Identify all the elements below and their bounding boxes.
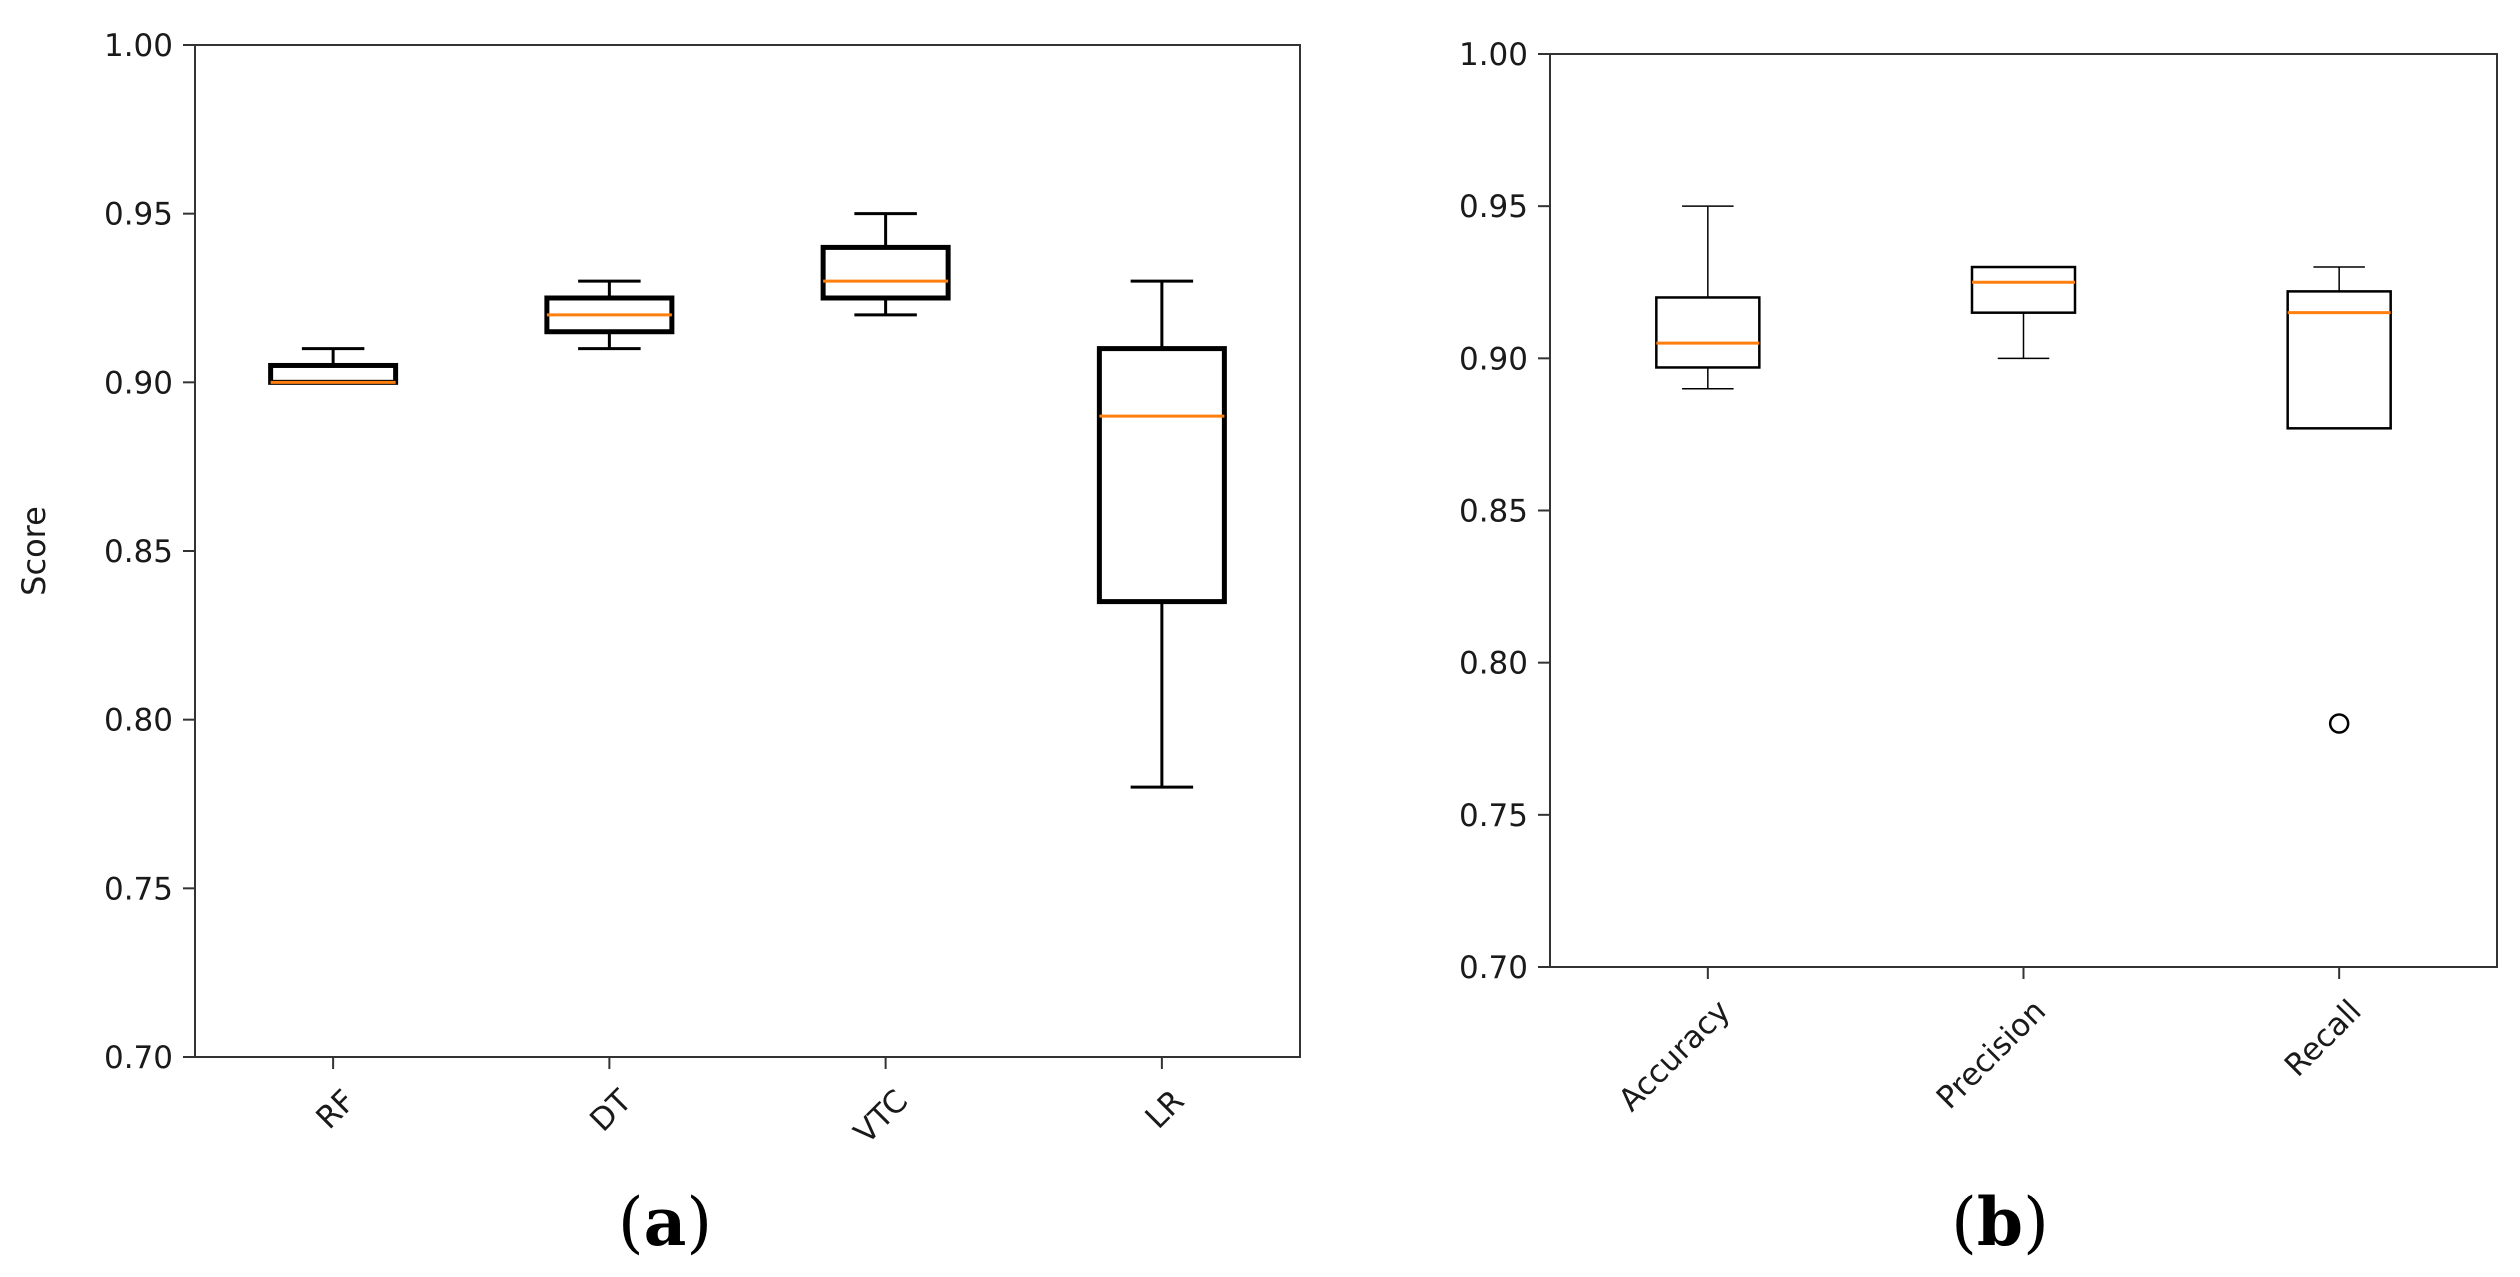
box-lr bbox=[1096, 346, 1227, 605]
plot-frame-a bbox=[194, 44, 1301, 1058]
y-tick-label-a: 0.70 bbox=[104, 1040, 173, 1076]
box-precision bbox=[1970, 265, 2077, 314]
y-tick-label-b: 0.90 bbox=[1459, 341, 1528, 377]
y-tick-label-b: 0.85 bbox=[1459, 494, 1528, 530]
panel-caption-letter-b: b bbox=[1977, 1183, 2023, 1261]
box-vtc bbox=[820, 244, 951, 301]
y-tick-label-a: 0.90 bbox=[104, 365, 173, 401]
box-recall bbox=[2286, 290, 2392, 430]
panel-a-chart: 0.70 0.75 0.80 0.85 0.90 0.95 1.00 Score RF DT VTC… bbox=[15, 28, 1301, 1261]
x-tick-label-precision: Precision bbox=[1930, 993, 2053, 1116]
box-accuracy bbox=[1655, 296, 1761, 369]
outlier-recall bbox=[2328, 713, 2350, 734]
plot-frame-b bbox=[1549, 53, 2498, 968]
y-tick-label-b: 0.70 bbox=[1459, 950, 1528, 986]
y-tick-label-a: 0.85 bbox=[104, 534, 173, 570]
x-tick-label-accuracy: Accuracy bbox=[1612, 993, 1738, 1119]
panel-b-chart: 0.70 0.75 0.80 0.85 0.90 0.95 1.00 Accuracy Prec… bbox=[1459, 37, 2498, 1261]
y-tick-label-a: 1.00 bbox=[104, 28, 173, 64]
y-tick-label-b: 1.00 bbox=[1459, 37, 1528, 73]
y-tick-label-a: 0.75 bbox=[104, 871, 173, 907]
y-tick-label-b: 0.80 bbox=[1459, 646, 1528, 682]
panel-caption-b: (b) bbox=[1951, 1183, 2049, 1261]
y-axis-label-a: Score bbox=[15, 506, 53, 596]
x-tick-label-recall: Recall bbox=[2278, 993, 2369, 1084]
y-tick-label-b: 0.95 bbox=[1459, 189, 1528, 225]
box-rf bbox=[268, 362, 399, 385]
x-tick-label-dt: DT bbox=[583, 1082, 639, 1138]
y-tick-label-b: 0.75 bbox=[1459, 798, 1528, 834]
panel-caption-letter-a: a bbox=[644, 1183, 687, 1261]
x-tick-label-vtc: VTC bbox=[847, 1083, 915, 1151]
panel-caption-a: (a) bbox=[618, 1183, 712, 1261]
y-tick-label-a: 0.95 bbox=[104, 197, 173, 233]
x-tick-label-rf: RF bbox=[309, 1083, 362, 1136]
y-tick-label-a: 0.80 bbox=[104, 703, 173, 739]
x-tick-label-lr: LR bbox=[1138, 1083, 1191, 1136]
